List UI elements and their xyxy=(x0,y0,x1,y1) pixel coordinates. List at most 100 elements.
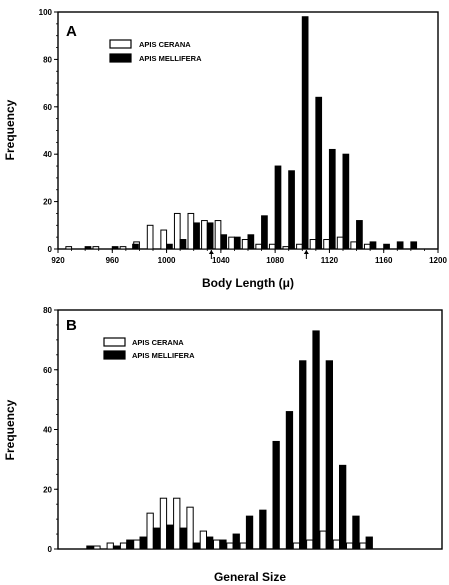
legend-label-a-cerana: APIS CERANA xyxy=(139,40,191,49)
bar-b-cerana-23 xyxy=(359,542,367,550)
bar-b-cerana-4 xyxy=(106,542,114,550)
y-axis-title-a: Frequency xyxy=(3,99,17,160)
bar-b-mellifera-21 xyxy=(339,464,347,550)
y-tick-label-a-60: 60 xyxy=(43,103,52,112)
bar-b-cerana-12 xyxy=(213,539,221,550)
bar-a-mellifera-1070 xyxy=(261,215,268,250)
bar-a-cerana-950 xyxy=(92,246,100,250)
legend-label-b-cerana: APIS CERANA xyxy=(132,338,184,347)
bar-b-mellifera-19 xyxy=(312,330,320,550)
bar-b-mellifera-12 xyxy=(219,539,227,550)
y-tick-label-b-80: 80 xyxy=(43,306,52,315)
bar-a-cerana-1110 xyxy=(309,239,317,250)
legend-label-b-mellifera: APIS MELLIFERA xyxy=(132,351,195,360)
panel-b-label: B xyxy=(66,317,77,334)
bar-b-mellifera-16 xyxy=(272,440,280,550)
arrow-head-a xyxy=(303,250,309,254)
bar-a-cerana-1000 xyxy=(160,229,168,250)
bar-b-cerana-13 xyxy=(226,542,234,550)
bar-a-cerana-1050 xyxy=(228,236,235,250)
bar-a-cerana-1140 xyxy=(350,241,358,250)
y-tick-label-a-100: 100 xyxy=(39,8,53,17)
bar-b-cerana-18 xyxy=(292,542,301,550)
bar-b-mellifera-5 xyxy=(126,539,134,550)
panel-a-label: A xyxy=(66,23,77,40)
bar-b-cerana-10 xyxy=(186,506,194,550)
bar-a-mellifera-960 xyxy=(111,246,119,250)
x-tick-label-a-1080: 1080 xyxy=(266,256,284,265)
x-tick-label-a-1040: 1040 xyxy=(212,256,230,265)
bar-a-cerana-1130 xyxy=(336,236,344,250)
x-axis-title-b: General Size xyxy=(214,570,286,584)
bar-a-cerana-930 xyxy=(65,246,73,250)
legend-swatch-a-cerana xyxy=(109,39,132,49)
x-ticks-a: 920 960 1000 1040 1080 1120 1160 1200 xyxy=(51,249,447,265)
bar-b-mellifera-18 xyxy=(299,360,307,550)
x-tick-label-a-960: 960 xyxy=(106,256,120,265)
bar-b-mellifera-8 xyxy=(166,524,174,550)
legend-b: APIS CERANA APIS MELLIFERA xyxy=(103,337,195,360)
bar-b-cerana-22 xyxy=(346,542,354,550)
bar-b-mellifera-6 xyxy=(139,536,147,550)
bar-a-cerana-1100 xyxy=(296,243,303,250)
bar-a-cerana-990 xyxy=(146,224,154,250)
bar-b-cerana-14 xyxy=(239,542,247,550)
bar-a-cerana-1020 xyxy=(187,212,195,250)
bar-b-cerana-6 xyxy=(133,539,141,550)
bar-b-cerana-8 xyxy=(159,497,168,550)
x-tick-label-a-1000: 1000 xyxy=(158,256,176,265)
y-tick-label-a-0: 0 xyxy=(48,245,53,254)
arrow-head-a xyxy=(208,250,214,254)
bar-a-mellifera-1010 xyxy=(179,239,187,250)
legend-label-a-mellifera: APIS MELLIFERA xyxy=(139,54,202,63)
bar-a-cerana-1010 xyxy=(173,212,181,250)
x-tick-label-a-1160: 1160 xyxy=(375,256,393,265)
bar-a-cerana-1090 xyxy=(282,246,290,250)
y-ticks-a: 0 20 40 60 80 100 xyxy=(39,8,58,254)
bar-b-cerana-3 xyxy=(93,545,101,550)
bar-a-mellifera-1040 xyxy=(220,234,228,250)
legend-swatch-a-mellifera xyxy=(109,53,132,63)
y-tick-label-b-40: 40 xyxy=(43,426,52,435)
bars-a xyxy=(65,16,418,250)
legend-swatch-b-mellifera xyxy=(103,350,126,360)
bar-a-mellifera-1080 xyxy=(274,165,282,250)
bar-a-mellifera-1030 xyxy=(206,222,214,250)
bar-b-mellifera-11 xyxy=(206,536,214,550)
y-axis-title-b: Frequency xyxy=(3,399,17,460)
panel-b: B APIS CERANA APIS MELLIFERA 0 20 40 60 80 F… xyxy=(3,306,443,584)
bar-b-mellifera-20 xyxy=(325,360,334,550)
bar-b-cerana-11 xyxy=(199,530,207,550)
y-ticks-b: 0 20 40 60 80 xyxy=(43,306,58,554)
annotation-arrows-a xyxy=(208,250,309,259)
bar-b-mellifera-4 xyxy=(112,545,121,550)
bar-a-cerana-1030 xyxy=(201,220,208,250)
bar-a-mellifera-1020 xyxy=(193,222,200,250)
bar-b-mellifera-14 xyxy=(245,515,254,550)
bar-b-mellifera-23 xyxy=(365,536,373,550)
bar-a-cerana-1120 xyxy=(323,239,330,250)
bar-b-mellifera-17 xyxy=(285,411,294,550)
x-axis-title-a: Body Length (μ) xyxy=(202,276,294,290)
panel-a: A APIS CERANA APIS MELLIFERA 0 20 40 60 80 10… xyxy=(3,8,447,290)
x-tick-label-a-920: 920 xyxy=(51,256,65,265)
bar-a-mellifera-1130 xyxy=(342,153,350,250)
bar-a-mellifera-1160 xyxy=(383,243,390,250)
bar-a-mellifera-1150 xyxy=(369,241,377,250)
bar-a-cerana-1080 xyxy=(268,243,276,250)
bar-b-mellifera-10 xyxy=(192,542,200,550)
bar-a-mellifera-1180 xyxy=(410,241,418,250)
bar-b-cerana-9 xyxy=(173,497,181,550)
bar-a-mellifera-1170 xyxy=(396,241,404,250)
bar-a-cerana-1060 xyxy=(241,239,249,250)
legend-a: APIS CERANA APIS MELLIFERA xyxy=(109,39,202,63)
bar-a-mellifera-940 xyxy=(84,246,92,250)
y-tick-label-a-20: 20 xyxy=(43,198,52,207)
bar-a-mellifera-1000 xyxy=(166,243,173,250)
bars-b xyxy=(86,330,373,550)
bar-a-mellifera-1090 xyxy=(288,170,295,250)
legend-swatch-b-cerana xyxy=(103,337,126,347)
bar-a-cerana-1040 xyxy=(214,220,222,250)
bar-a-mellifera-1110 xyxy=(315,96,323,250)
